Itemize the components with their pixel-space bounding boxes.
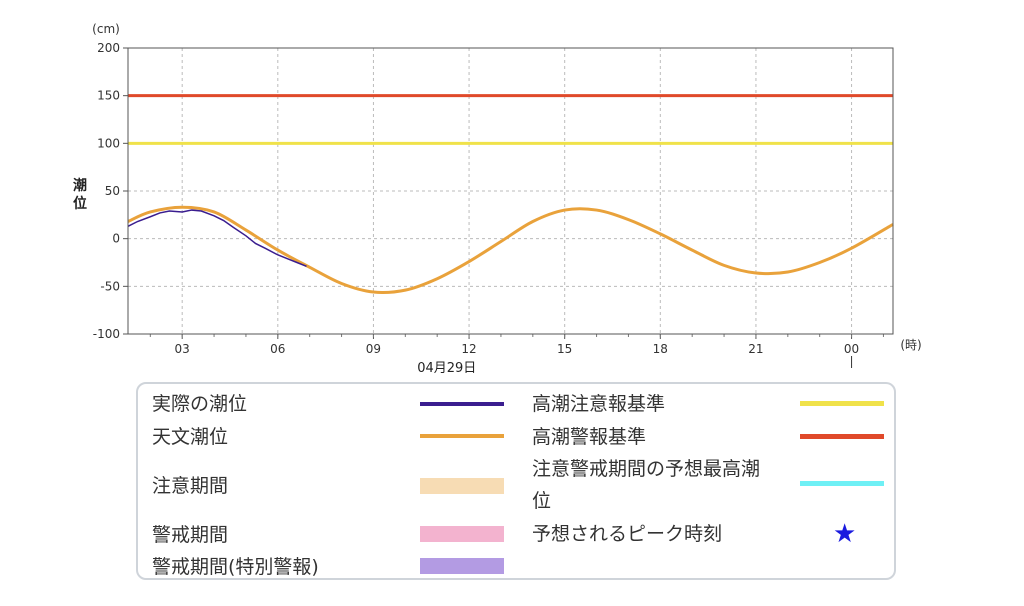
series-astro-line xyxy=(127,205,894,295)
legend-swatch-special-warning xyxy=(420,558,504,574)
legend-label-caution-period: 注意期間 xyxy=(152,475,229,497)
y-tick-label: -100 xyxy=(93,327,120,341)
legend-label-warning-ref: 高潮警報基準 xyxy=(532,426,647,448)
x-tick-label: 00 xyxy=(844,342,859,356)
x-unit-label: (時) xyxy=(900,338,921,352)
series-actual-line xyxy=(127,209,307,268)
x-tick-label: 15 xyxy=(557,342,572,356)
legend-swatch-warning-ref xyxy=(800,434,884,439)
y-tick-label: -50 xyxy=(100,279,120,293)
legend-label-warning-period: 警戒期間 xyxy=(152,524,229,546)
legend-swatch-forecast-max xyxy=(800,481,884,486)
legend-box: 実際の潮位 天文潮位 注意期間 警戒期間 警戒期間(特別警報) 高潮注意報基準 … xyxy=(136,382,896,580)
tide-chart: 200 150 100 50 0 -50 -100 03 06 09 12 15 18 21 00 (cm) (… xyxy=(73,22,922,376)
legend-label-actual: 実際の潮位 xyxy=(152,393,248,415)
date-label: 04月29日 xyxy=(417,361,476,376)
y-tick-label: 150 xyxy=(97,89,120,103)
plot-frame xyxy=(127,47,894,335)
y-unit-label: (cm) xyxy=(92,22,120,36)
legend-label-forecast-max-cont: 位 xyxy=(532,490,552,512)
y-tick-label: 50 xyxy=(105,184,120,198)
x-tick-label: 18 xyxy=(653,342,668,356)
legend-label-caution-ref: 高潮注意報基準 xyxy=(532,393,666,415)
y-tick-label: 100 xyxy=(97,136,120,150)
x-tick-label: 12 xyxy=(461,342,476,356)
x-tick-label: 06 xyxy=(270,342,285,356)
star-icon: ★ xyxy=(833,519,857,549)
legend-swatch-astro xyxy=(420,434,504,438)
legend-swatch-caution-ref xyxy=(800,401,884,406)
legend-swatch-caution-period xyxy=(420,478,504,494)
legend-swatch-actual xyxy=(420,402,504,406)
legend-label-special-warning: 警戒期間(特別警報) xyxy=(152,556,319,578)
legend-label-forecast-max: 注意警戒期間の予想最高潮 xyxy=(532,458,761,480)
x-tick-label: 09 xyxy=(366,342,381,356)
y-tick-label: 200 xyxy=(97,41,120,55)
legend-label-peak-time: 予想されるピーク時刻 xyxy=(532,523,723,545)
legend-swatch-warning-period xyxy=(420,526,504,542)
x-tick-label: 21 xyxy=(748,342,763,356)
y-tick-label: 0 xyxy=(112,232,120,246)
x-tick-label: 03 xyxy=(175,342,190,356)
y-axis-label-part1: 潮 xyxy=(73,177,87,194)
y-axis-label-part2: 位 xyxy=(73,195,87,212)
legend-label-astro: 天文潮位 xyxy=(152,426,229,448)
